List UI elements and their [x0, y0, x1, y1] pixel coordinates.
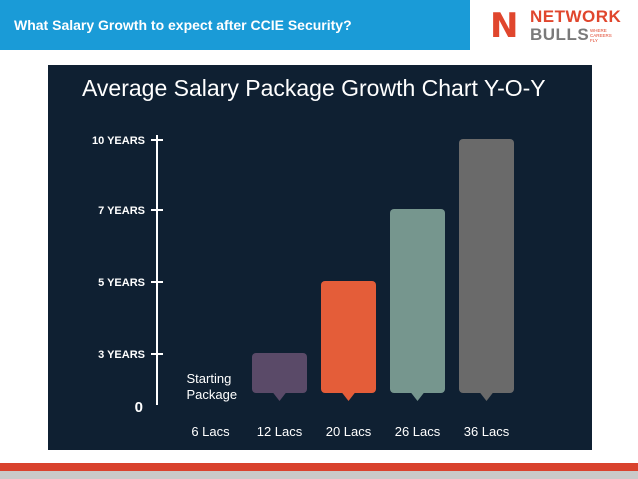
salary-chart: 0 3 YEARS 5 YEARS 7 YEARS 10 YEARS 6 Lacs 12 L…: [92, 135, 514, 439]
bar-pointer: [410, 392, 425, 401]
logo-text-network: NETWORK: [530, 7, 622, 26]
slide-title: What Salary Growth to expect after CCIE …: [14, 17, 352, 33]
footer-stripe-grey: [0, 471, 638, 479]
chart-panel: Average Salary Package Growth Chart Y-O-…: [48, 65, 592, 450]
footer-stripe-red: [0, 463, 638, 471]
y-tick-label: 3 YEARS: [98, 349, 145, 361]
slide-header: What Salary Growth to expect after CCIE …: [0, 0, 638, 50]
annotation-label: Package: [187, 387, 238, 402]
y-tick-label: 0: [135, 399, 143, 416]
x-tick-label: 26 Lacs: [395, 424, 441, 439]
x-tick-label: 12 Lacs: [257, 424, 303, 439]
logo-text-bulls: BULLS: [530, 25, 590, 44]
annotation-label: Starting: [187, 371, 232, 386]
y-tick-label: 7 YEARS: [98, 205, 145, 217]
x-tick-label: 20 Lacs: [326, 424, 372, 439]
bar-pointer: [341, 392, 356, 401]
chart-title: Average Salary Package Growth Chart Y-O-…: [82, 75, 546, 101]
bar: [321, 281, 376, 393]
header-band: [0, 0, 470, 50]
y-tick-label: 5 YEARS: [98, 277, 145, 289]
bar-pointer: [479, 392, 494, 401]
bar: [390, 209, 445, 393]
x-tick-label: 6 Lacs: [191, 424, 230, 439]
bar: [459, 139, 514, 393]
x-tick-label: 36 Lacs: [464, 424, 510, 439]
y-tick-label: 10 YEARS: [92, 135, 145, 147]
logo-mark-icon: N: [490, 6, 519, 46]
bar-pointer: [272, 392, 287, 401]
logo-tagline: WHERE CAREERS FLY: [590, 28, 612, 43]
header-wedge: [420, 0, 470, 50]
bar: [252, 353, 307, 393]
network-bulls-logo: N NETWORK BULLS WHERE CAREERS FLY: [490, 6, 630, 46]
